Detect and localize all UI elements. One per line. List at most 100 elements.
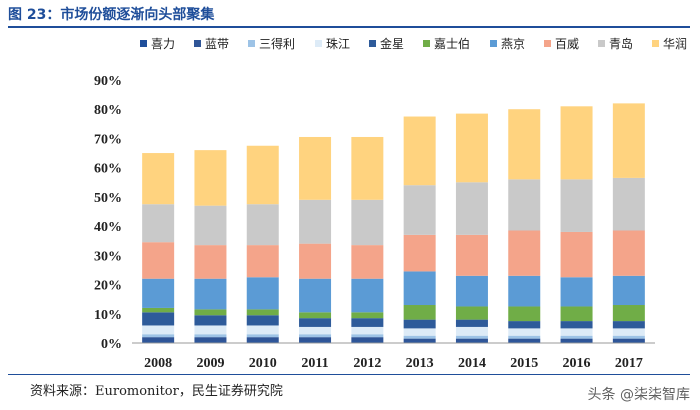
legend-label-0: 喜力 — [151, 37, 175, 51]
bar-segment — [299, 326, 332, 335]
bar-segment — [508, 275, 541, 307]
bar-segment — [299, 199, 332, 244]
bar-segment — [194, 341, 227, 343]
bar-segment — [612, 328, 645, 336]
bar-segment — [560, 321, 593, 329]
bar-segment — [299, 312, 332, 319]
bar-segment — [508, 179, 541, 231]
bar-segment — [560, 179, 593, 232]
bar-segment — [560, 277, 593, 307]
x-tick-label: 2012 — [353, 356, 381, 371]
bar-segment — [246, 277, 279, 310]
y-tick-label: 90% — [94, 74, 122, 89]
y-tick-label: 50% — [94, 191, 122, 206]
bar-segment — [455, 275, 488, 307]
bar-segment — [612, 341, 645, 343]
legend-swatch-7 — [544, 40, 551, 47]
bar-segment — [403, 338, 436, 342]
bar-segment — [508, 306, 541, 322]
bar-segment — [142, 337, 175, 342]
bar-segment — [246, 334, 279, 338]
stacked-bar-chart: 喜力 蓝带 三得利 珠江 金星 嘉士伯 燕京 百威 青岛 华润 0% 10% 20% 30% 40% 50%… — [94, 36, 687, 371]
bar-segment — [455, 113, 488, 183]
bar-segment — [142, 325, 175, 335]
bar-segment — [403, 271, 436, 306]
bar-segment — [455, 319, 488, 327]
bar-segment — [508, 338, 541, 342]
source-note: 资料来源：Euromonitor，民生证券研究院 — [30, 384, 283, 399]
bar-segment — [351, 199, 384, 246]
bar-segment — [508, 341, 541, 343]
source-rule — [8, 374, 690, 375]
bar-segment — [299, 136, 332, 200]
bar-segment — [142, 341, 175, 343]
bar-segment — [246, 337, 279, 342]
y-axis: 0% 10% 20% 30% 40% 50% 60% 70% 80% 90% — [94, 74, 122, 352]
bar-segment — [455, 306, 488, 320]
title-rule — [8, 26, 690, 28]
bar-segment — [403, 341, 436, 343]
bar-segment — [351, 245, 384, 279]
bar-segment — [351, 136, 384, 200]
legend-swatch-5 — [423, 40, 430, 47]
x-tick-label: 2017 — [615, 356, 643, 371]
bar-segment — [455, 338, 488, 342]
legend-swatch-1 — [194, 40, 201, 47]
y-tick-label: 40% — [94, 220, 122, 235]
x-tick-label: 2013 — [406, 356, 434, 371]
bar-segment — [560, 231, 593, 278]
bar-segment — [194, 309, 227, 316]
bar-segment — [246, 315, 279, 326]
legend-label-3: 珠江 — [326, 37, 350, 51]
bar-segment — [299, 337, 332, 342]
bar-segment — [246, 325, 279, 335]
bar-segment — [351, 334, 384, 338]
y-tick-label: 70% — [94, 132, 122, 147]
y-tick-label: 20% — [94, 279, 122, 294]
chart-legend: 喜力 蓝带 三得利 珠江 金星 嘉士伯 燕京 百威 青岛 华润 — [140, 36, 687, 51]
legend-label-7: 百威 — [555, 37, 579, 51]
bar-segment — [560, 338, 593, 342]
y-tick-label: 0% — [101, 337, 122, 352]
x-axis: 2008 2009 2010 2011 2012 2013 2014 2015 2016 2017 — [132, 342, 655, 371]
bar-segment — [455, 326, 488, 336]
bar-segment — [560, 335, 593, 339]
figure-title: 图 23：市场份额逐渐向头部聚集 — [8, 7, 215, 23]
bar-segment — [560, 106, 593, 180]
bar-segment — [455, 335, 488, 339]
x-tick-label: 2009 — [196, 356, 224, 371]
bar-segment — [403, 234, 436, 272]
bar-segment — [194, 150, 227, 206]
bar-segment — [142, 242, 175, 279]
bar-segment — [403, 335, 436, 339]
x-tick-label: 2015 — [510, 356, 538, 371]
legend-label-6: 燕京 — [501, 37, 525, 51]
bar-segment — [246, 204, 279, 246]
y-tick-label: 10% — [94, 308, 122, 323]
legend-label-8: 青岛 — [609, 36, 633, 51]
bar-segment — [612, 338, 645, 342]
bar-segment — [508, 230, 541, 276]
x-tick-label: 2008 — [144, 356, 172, 371]
watermark: 头条 @柒柒智库 — [587, 387, 690, 403]
bar-segment — [246, 145, 279, 205]
y-tick-label: 80% — [94, 103, 122, 118]
bar-segment — [299, 243, 332, 279]
bar-segment — [142, 307, 175, 313]
x-tick-label: 2014 — [458, 356, 486, 371]
bar-segment — [246, 309, 279, 316]
bar-segment — [612, 230, 645, 276]
bar-segment — [142, 153, 175, 205]
bar-segment — [508, 109, 541, 180]
legend-swatch-2 — [248, 40, 255, 47]
bar-segment — [403, 328, 436, 336]
bar-segment — [351, 341, 384, 343]
bar-segment — [560, 306, 593, 322]
bar-segment — [142, 334, 175, 338]
bar-segment — [299, 334, 332, 338]
bar-segment — [508, 321, 541, 329]
legend-swatch-3 — [315, 40, 322, 47]
bar-segment — [194, 205, 227, 246]
bar-segment — [194, 278, 227, 310]
bar-segment — [194, 315, 227, 326]
